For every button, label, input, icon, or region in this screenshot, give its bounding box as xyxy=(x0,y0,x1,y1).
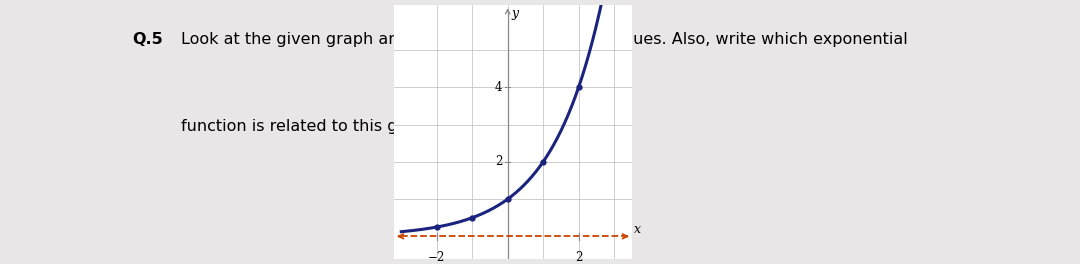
Text: 2: 2 xyxy=(575,251,582,263)
Text: y: y xyxy=(511,7,518,20)
Text: Q.5: Q.5 xyxy=(132,32,162,47)
Text: Look at the given graph and a make table of y and x values. Also, write which ex: Look at the given graph and a make table… xyxy=(181,32,908,47)
Text: x: x xyxy=(634,223,640,236)
Text: function is related to this graph?: function is related to this graph? xyxy=(181,119,444,134)
Text: 4: 4 xyxy=(495,81,502,94)
Text: −2: −2 xyxy=(428,251,445,263)
Text: 2: 2 xyxy=(495,155,502,168)
